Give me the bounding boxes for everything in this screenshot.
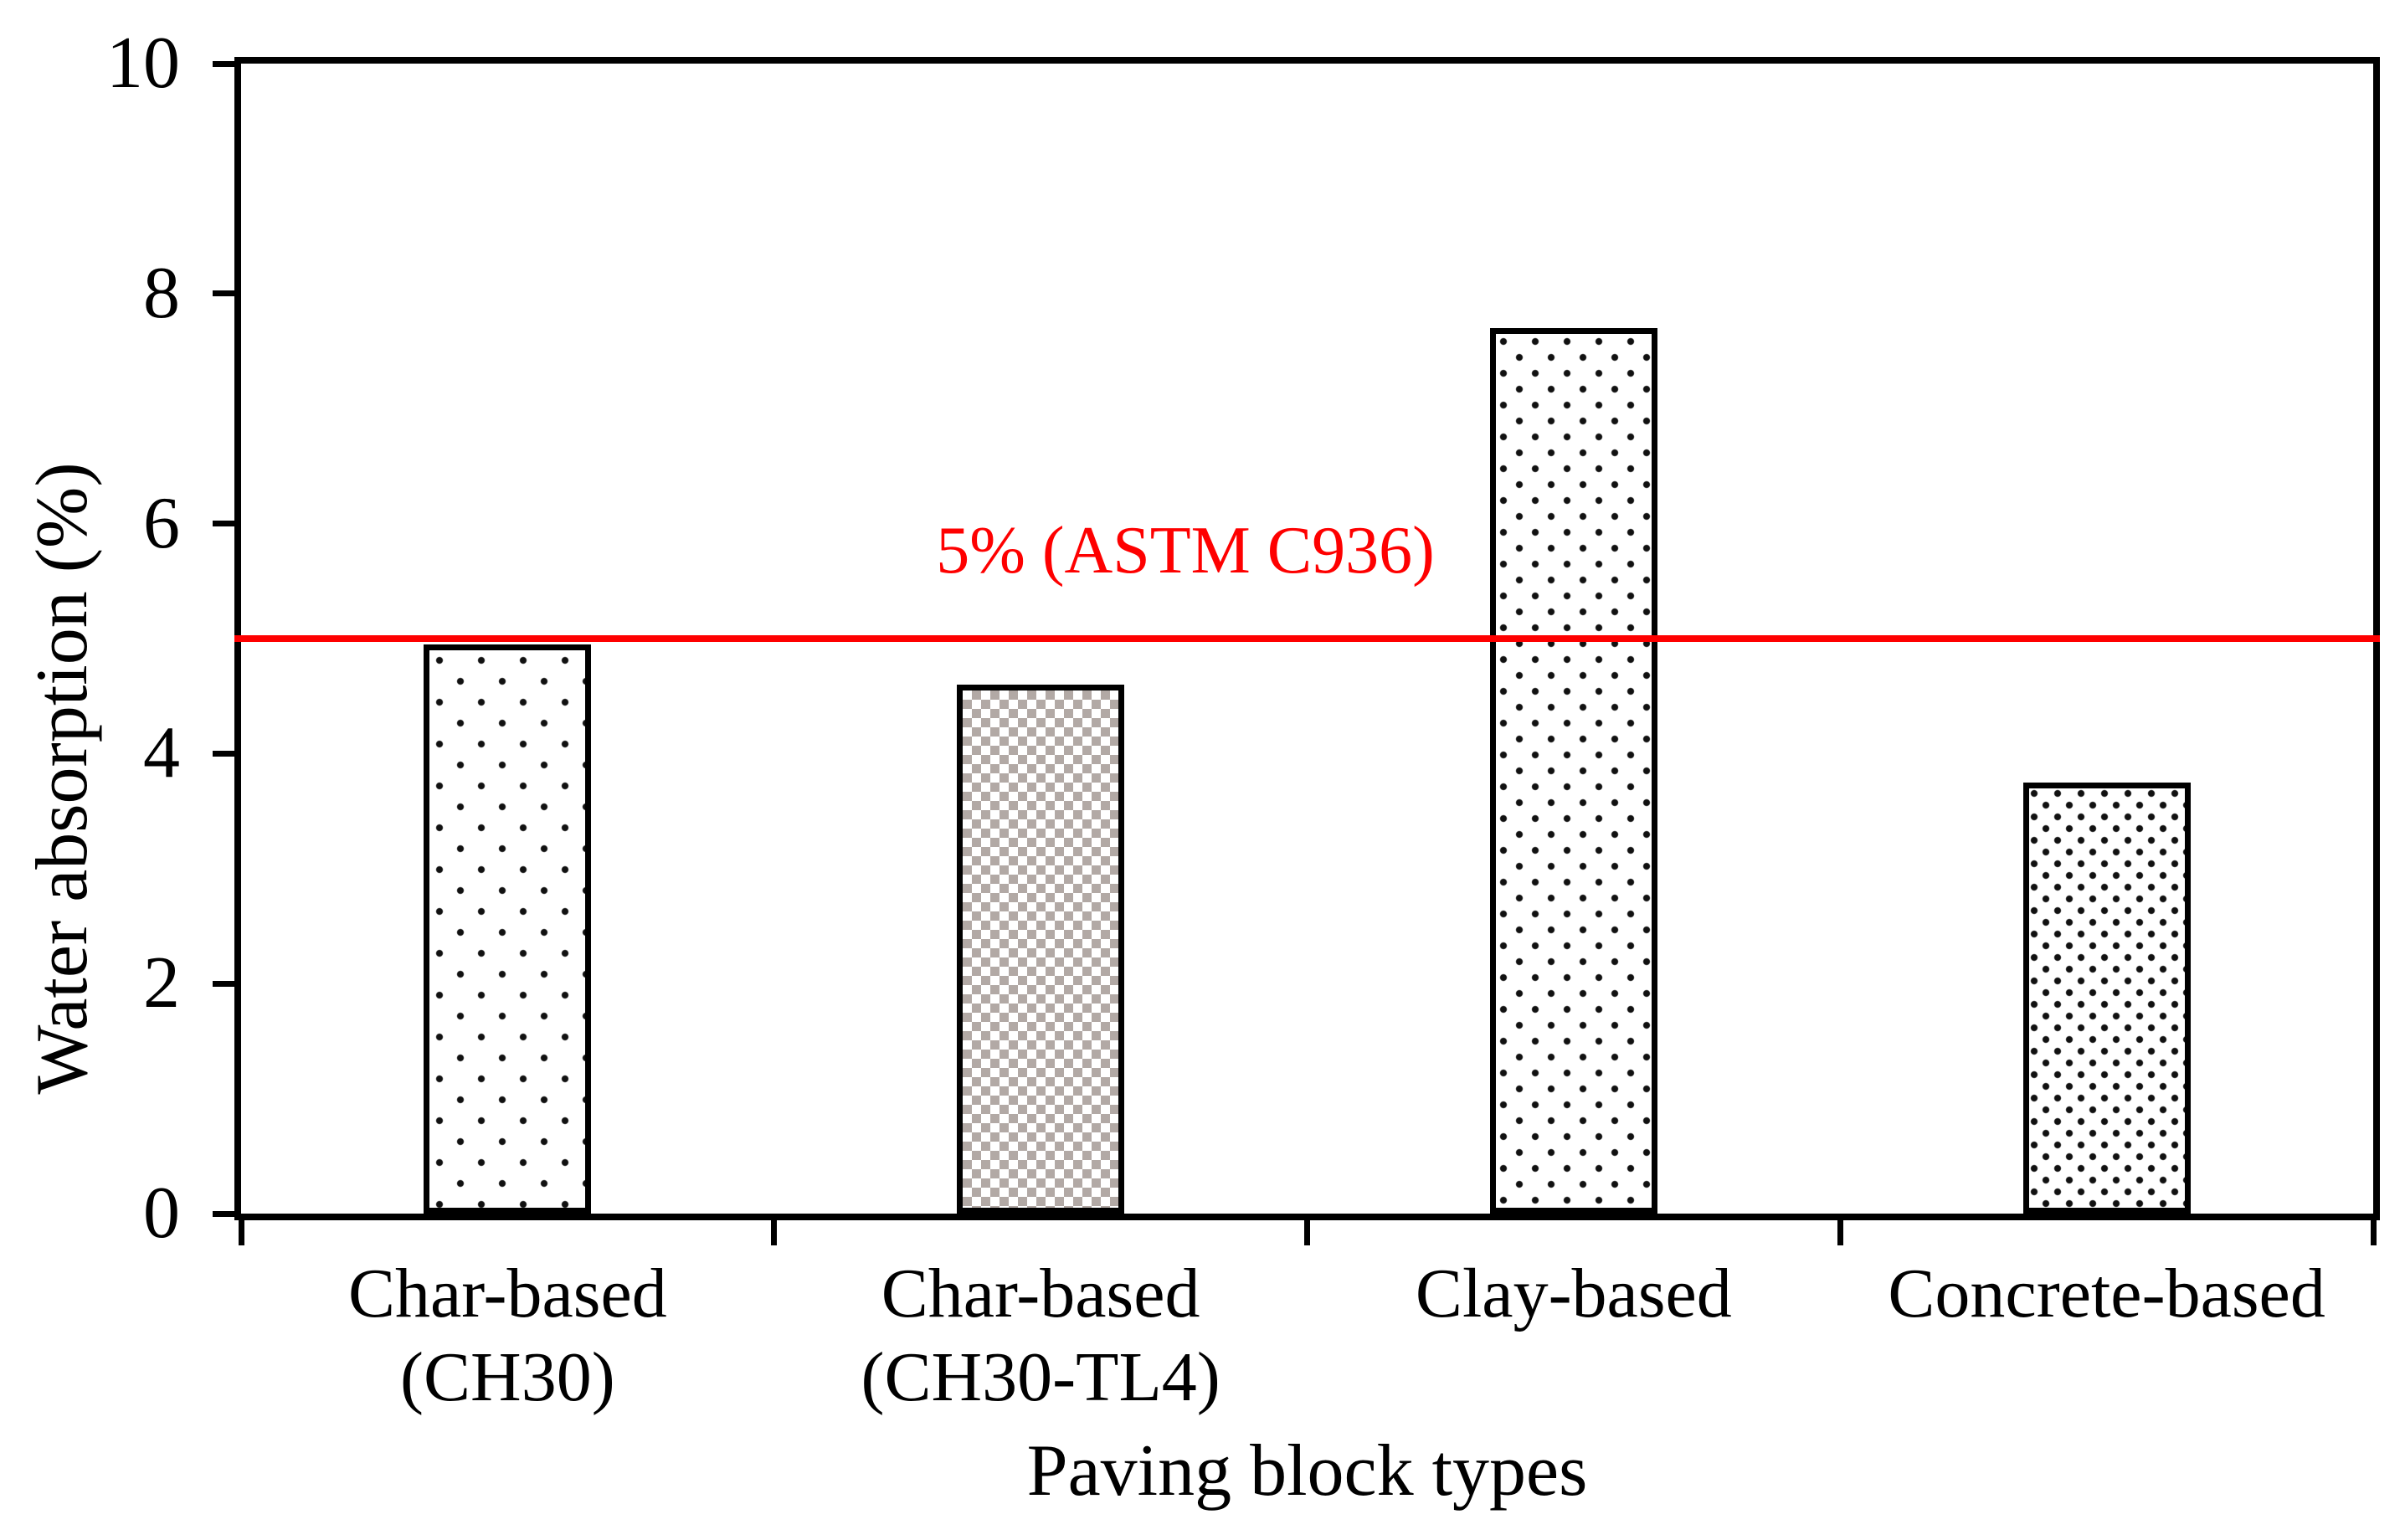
y-axis-tick-label-2: 2 [143, 942, 180, 1024]
y-axis-tick-label-6: 6 [143, 482, 180, 564]
x-axis-tick-4 [2370, 1220, 2377, 1245]
bar-concrete-based [2022, 783, 2191, 1214]
x-category-label-clay-based: Clay-based [1415, 1255, 1732, 1332]
y-axis-tick-label-0: 0 [143, 1173, 180, 1254]
y-axis-tick-label-10: 10 [106, 23, 180, 104]
x-category-label-char-based-ch30-tl4: Char-based (CH30-TL4) [861, 1255, 1220, 1416]
x-axis-tick-2 [1304, 1220, 1310, 1245]
x-axis-tick-0 [238, 1220, 244, 1245]
y-axis-tick-0 [213, 1210, 234, 1217]
x-axis-tick-1 [771, 1220, 778, 1245]
bar-char-based-ch30 [424, 644, 592, 1214]
y-axis-tick-label-8: 8 [143, 252, 180, 334]
y-axis-tick-8 [213, 290, 234, 297]
y-axis-tick-6 [213, 521, 234, 527]
reference-line-5-percent [234, 635, 2380, 642]
y-axis-tick-4 [213, 750, 234, 757]
y-axis-tick-2 [213, 980, 234, 987]
reference-line-label: 5% (ASTM C936) [936, 514, 1435, 588]
bar-char-based-ch30-tl4 [957, 685, 1125, 1214]
x-axis-tick-3 [1837, 1220, 1843, 1245]
x-axis-title: Paving block types [1026, 1430, 1588, 1512]
bar-clay-based [1489, 328, 1657, 1214]
y-axis-tick-label-4: 4 [143, 712, 180, 794]
x-category-label-concrete-based: Concrete-based [1888, 1255, 2325, 1332]
x-category-label-char-based-ch30: Char-based (CH30) [347, 1255, 667, 1416]
y-axis-tick-10 [213, 60, 234, 67]
